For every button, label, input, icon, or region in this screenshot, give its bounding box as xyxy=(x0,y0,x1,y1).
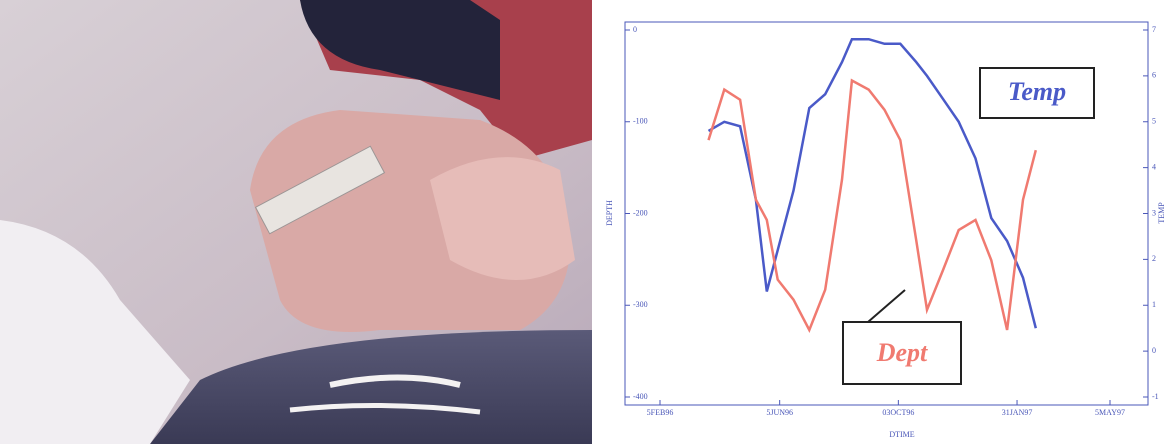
x-tick-label: 5FEB96 xyxy=(647,408,674,417)
y-axis-label: DEPTH xyxy=(605,200,614,226)
figure: DTIME DEPTH TEMP 0 -100 -200 -300 -400 -1 0 1 2 3… xyxy=(0,0,1170,444)
y2-axis-label: TEMP xyxy=(1157,202,1166,224)
y-tick-label: -100 xyxy=(633,117,648,126)
legend-label: Temp xyxy=(1008,77,1066,106)
legend-label: Dept xyxy=(876,338,928,367)
y2-tick-label: 6 xyxy=(1152,71,1156,80)
x-tick-label: 5JUN96 xyxy=(766,408,793,417)
y2-tick-label: 4 xyxy=(1152,162,1156,171)
x-tick-label: 03OCT96 xyxy=(882,408,914,417)
x-tick-label: 31JAN97 xyxy=(1002,408,1033,417)
y2-tick-label: 2 xyxy=(1152,254,1156,263)
chart: DTIME DEPTH TEMP 0 -100 -200 -300 -400 -1 0 1 2 3… xyxy=(600,0,1170,444)
y2-tick-label: 0 xyxy=(1152,346,1156,355)
y2-tick-label: 5 xyxy=(1152,117,1156,126)
x-tick-label: 5MAY97 xyxy=(1095,408,1125,417)
y-tick-label: -300 xyxy=(633,300,648,309)
y2-tick-label: 3 xyxy=(1152,208,1156,217)
y2-tick-label: 1 xyxy=(1152,300,1156,309)
photo xyxy=(0,0,592,444)
y-tick-label: -400 xyxy=(633,392,648,401)
y2-tick-label: -1 xyxy=(1152,392,1159,401)
annotation-arrow xyxy=(868,290,905,322)
x-axis-label: DTIME xyxy=(889,430,914,439)
y-tick-label: 0 xyxy=(633,25,637,34)
y2-tick-label: 7 xyxy=(1152,25,1156,34)
y-tick-label: -200 xyxy=(633,208,648,217)
